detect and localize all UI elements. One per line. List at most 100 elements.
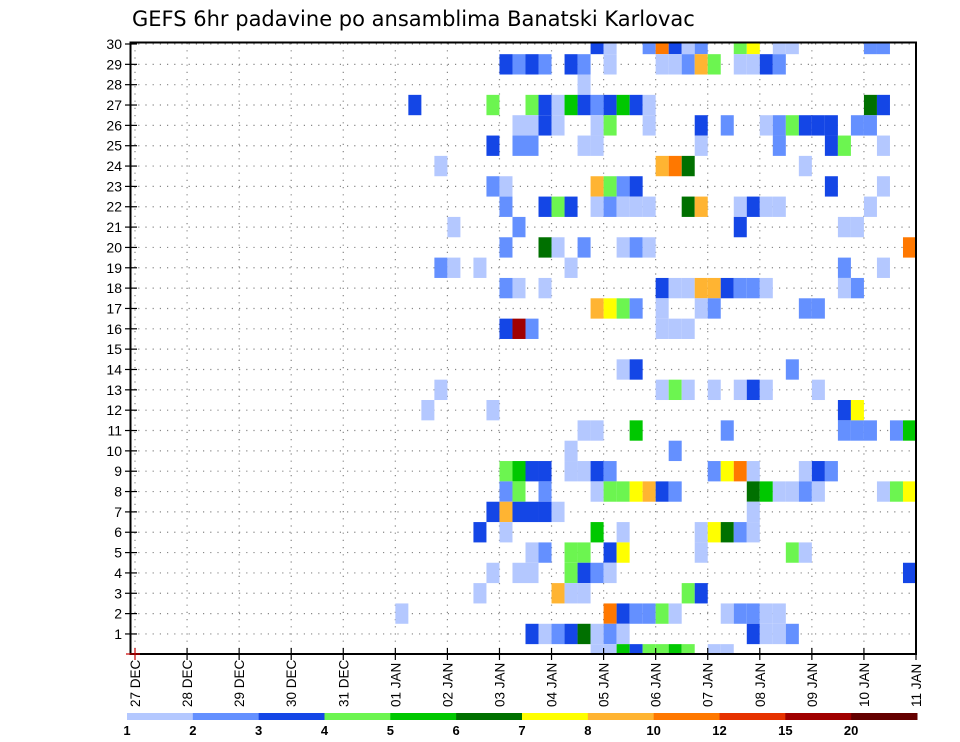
- heatmap-cell: [538, 481, 552, 502]
- heatmap-cell: [837, 400, 851, 421]
- heatmap-cell: [434, 379, 448, 401]
- heatmap-cell: [590, 196, 604, 217]
- y-tick-label: 26: [106, 117, 122, 133]
- heatmap-cell: [759, 277, 773, 299]
- heatmap-cell: [499, 237, 513, 258]
- heatmap-cell: [577, 420, 591, 441]
- heatmap-cell: [551, 115, 565, 136]
- y-tick-label: 1: [114, 626, 122, 642]
- heatmap-cell: [876, 481, 890, 502]
- heatmap-cell: [642, 115, 656, 136]
- colorbar-label: 12: [712, 723, 726, 738]
- heatmap-cell: [837, 216, 851, 238]
- x-tick-label: 05 JAN: [597, 663, 612, 707]
- heatmap-cell: [707, 379, 721, 401]
- heatmap-cell: [772, 43, 786, 55]
- heatmap-cell: [538, 94, 552, 116]
- heatmap-cell: [629, 298, 643, 319]
- heatmap-cell: [525, 562, 539, 584]
- heatmap-cell: [616, 196, 630, 217]
- heatmap-cell: [590, 115, 604, 136]
- y-axis: 1234567891011121314151617181920212223242…: [106, 36, 137, 642]
- y-tick-label: 20: [106, 239, 122, 255]
- heatmap-cell: [629, 359, 643, 380]
- x-tick-label: 10 JAN: [857, 663, 872, 707]
- y-tick-label: 11: [107, 423, 122, 439]
- heatmap-cell: [889, 481, 903, 502]
- colorbar-swatch: [258, 713, 325, 720]
- plot-frame: [129, 41, 917, 655]
- heatmap-cell: [733, 379, 747, 401]
- heatmap-cell: [798, 155, 812, 177]
- heatmap-cell: [603, 94, 617, 116]
- y-tick-label: 17: [106, 300, 122, 316]
- heatmap-cell: [590, 562, 604, 584]
- heatmap-cell: [824, 115, 838, 136]
- colorbar-swatch: [851, 713, 918, 720]
- heatmap-cell: [785, 43, 799, 55]
- heatmap-cell: [551, 196, 565, 217]
- heatmap-cell: [655, 54, 669, 75]
- chart-title: GEFS 6hr padavine po ansamblima Banatski…: [132, 7, 695, 31]
- heatmap-cell: [759, 54, 773, 75]
- y-tick-label: 14: [106, 361, 122, 377]
- y-tick-label: 13: [106, 382, 122, 398]
- heatmap-cell: [746, 461, 760, 482]
- heatmap-cell: [473, 257, 487, 278]
- heatmap-cell: [824, 176, 838, 197]
- heatmap-cell: [876, 176, 890, 197]
- heatmap-cell: [629, 196, 643, 217]
- heatmap-cell: [720, 420, 734, 441]
- heatmap-cell: [642, 94, 656, 116]
- heatmap-cell: [616, 237, 630, 258]
- heatmap-cell: [486, 94, 500, 116]
- heatmap-cell: [447, 257, 461, 278]
- heatmap-cell: [499, 501, 513, 523]
- heatmap-cell: [538, 501, 552, 523]
- heatmap-cell: [642, 603, 656, 624]
- colorbar-label: 4: [321, 723, 329, 738]
- heatmap-cell: [512, 115, 526, 136]
- colorbar-swatch: [522, 713, 589, 720]
- heatmap-cell: [707, 54, 721, 75]
- heatmap-cell: [694, 54, 708, 75]
- heatmap-cell: [603, 43, 617, 55]
- heatmap-cell: [525, 115, 539, 136]
- heatmap-cell: [590, 94, 604, 116]
- y-tick-label: 18: [106, 280, 122, 296]
- heatmap-cell: [512, 481, 526, 502]
- heatmap-cell: [473, 583, 487, 604]
- heatmap-cell: [681, 379, 695, 401]
- heatmap-cell: [902, 481, 916, 502]
- heatmap-cell: [629, 481, 643, 502]
- heatmap-cell: [694, 135, 708, 156]
- heatmap-cell: [720, 277, 734, 299]
- heatmap-cell: [655, 644, 669, 654]
- heatmap-cell: [681, 196, 695, 217]
- heatmap-cell: [850, 216, 864, 238]
- colorbar-swatch: [324, 713, 391, 720]
- heatmap-cell: [863, 94, 877, 116]
- heatmap-cell: [863, 115, 877, 136]
- heatmap-cell: [655, 43, 669, 55]
- y-tick-label: 8: [114, 484, 122, 500]
- heatmap-cell: [564, 196, 578, 217]
- heatmap-cell: [889, 420, 903, 441]
- heatmap-cell: [616, 176, 630, 197]
- colorbar-swatch: [785, 713, 852, 720]
- heatmap-cell: [551, 501, 565, 523]
- y-tick-label: 6: [114, 524, 122, 540]
- heatmap-cell: [603, 176, 617, 197]
- x-tick-label: 28 DEC: [180, 659, 195, 707]
- heatmap-cell: [603, 54, 617, 75]
- heatmap-cell: [720, 603, 734, 624]
- y-tick-label: 2: [114, 606, 122, 622]
- heatmap-cell: [499, 176, 513, 197]
- x-tick-label: 04 JAN: [545, 663, 560, 707]
- heatmap-cell: [668, 318, 682, 339]
- heatmap-cell: [590, 43, 604, 55]
- heatmap-cell: [564, 562, 578, 584]
- colorbar-label: 10: [646, 723, 660, 738]
- heatmap-cell: [694, 196, 708, 217]
